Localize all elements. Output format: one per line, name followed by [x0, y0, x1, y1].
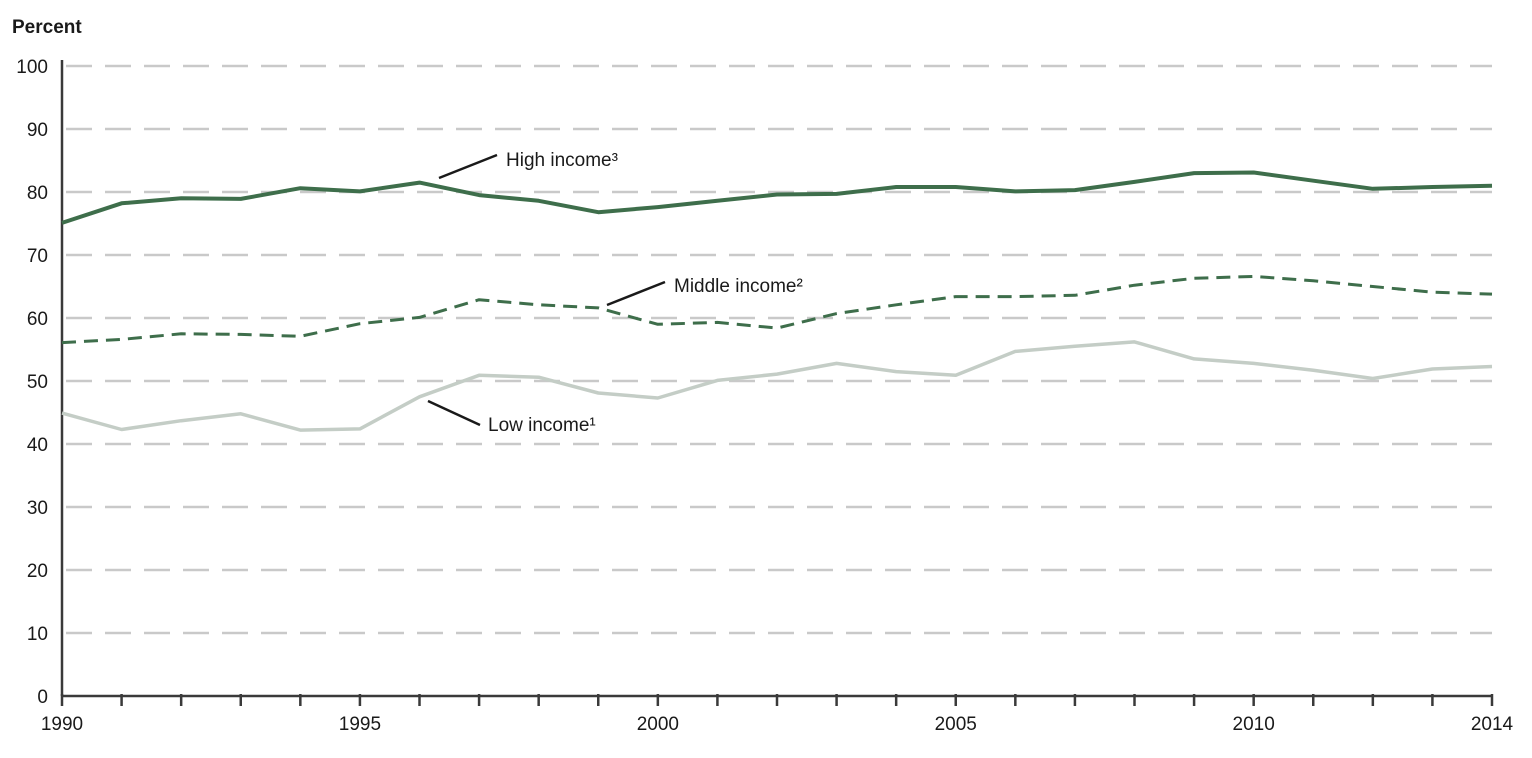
- y-tick-label: 70: [27, 246, 48, 267]
- y-tick-label: 50: [27, 372, 48, 393]
- y-tick-label: 10: [27, 624, 48, 645]
- x-tick-label: 1995: [339, 714, 381, 735]
- annotation-leader-high-income: [438, 153, 498, 180]
- y-tick-label: 40: [27, 435, 48, 456]
- x-tick-label: 2014: [1471, 714, 1514, 735]
- annotation-high-income: High income³: [506, 150, 618, 171]
- y-tick-label: 80: [27, 183, 48, 204]
- annotation-leader-middle-income: [606, 280, 666, 307]
- y-tick-label: 100: [16, 57, 48, 78]
- y-tick-label: 60: [27, 309, 48, 330]
- annotation-middle-income: Middle income²: [674, 276, 803, 297]
- annotation-low-income: Low income¹: [488, 415, 596, 436]
- y-tick-label: 90: [27, 120, 48, 141]
- x-tick-label: 2010: [1233, 714, 1275, 735]
- y-axis-label: Percent: [12, 17, 82, 38]
- y-tick-label: 0: [37, 687, 48, 708]
- x-tick-label: 2000: [637, 714, 679, 735]
- axes: 0 10 20 30 40 50 60 70 80 90 100 1990 1995 2000 2005 20…: [16, 57, 1513, 735]
- x-tick-label: 2005: [935, 714, 977, 735]
- series-annotations: High income³ Middle income² Low income¹: [427, 150, 803, 436]
- y-tick-label: 20: [27, 561, 48, 582]
- y-tick-label: 30: [27, 498, 48, 519]
- annotation-leader-low-income: [427, 399, 481, 427]
- gridlines: [66, 64, 1492, 635]
- x-tick-label: 1990: [41, 714, 83, 735]
- series-line-high-income: [61, 170, 1493, 225]
- series-lines: [61, 170, 1493, 432]
- series-line-low-income: [61, 340, 1493, 432]
